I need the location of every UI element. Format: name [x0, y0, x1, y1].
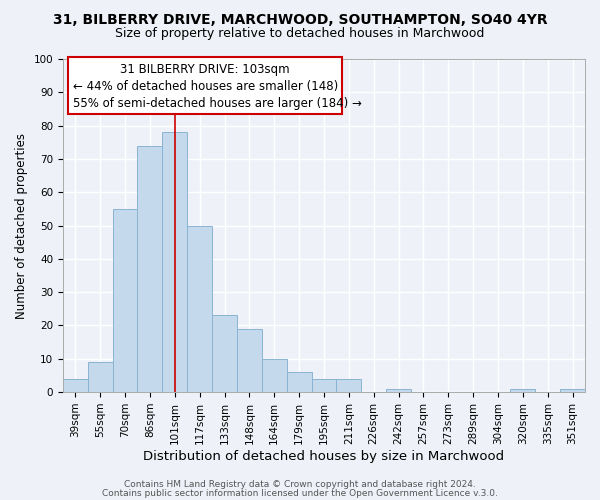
Bar [287, 372, 311, 392]
Text: 31, BILBERRY DRIVE, MARCHWOOD, SOUTHAMPTON, SO40 4YR: 31, BILBERRY DRIVE, MARCHWOOD, SOUTHAMPT… [53, 12, 547, 26]
Bar [63, 379, 88, 392]
Bar [137, 146, 163, 392]
Bar [237, 329, 262, 392]
Text: Size of property relative to detached houses in Marchwood: Size of property relative to detached ho… [115, 28, 485, 40]
Bar [386, 389, 411, 392]
X-axis label: Distribution of detached houses by size in Marchwood: Distribution of detached houses by size … [143, 450, 505, 462]
Text: 31 BILBERRY DRIVE: 103sqm: 31 BILBERRY DRIVE: 103sqm [121, 64, 290, 76]
Bar [262, 359, 287, 392]
Bar [212, 316, 237, 392]
FancyBboxPatch shape [68, 58, 342, 114]
Bar [113, 209, 137, 392]
Bar [560, 389, 585, 392]
Text: Contains public sector information licensed under the Open Government Licence v.: Contains public sector information licen… [102, 488, 498, 498]
Text: 55% of semi-detached houses are larger (184) →: 55% of semi-detached houses are larger (… [73, 98, 362, 110]
Bar [163, 132, 187, 392]
Text: ← 44% of detached houses are smaller (148): ← 44% of detached houses are smaller (14… [73, 80, 338, 94]
Bar [311, 379, 337, 392]
Bar [187, 226, 212, 392]
Text: Contains HM Land Registry data © Crown copyright and database right 2024.: Contains HM Land Registry data © Crown c… [124, 480, 476, 489]
Bar [511, 389, 535, 392]
Bar [88, 362, 113, 392]
Bar [337, 379, 361, 392]
Y-axis label: Number of detached properties: Number of detached properties [15, 132, 28, 318]
